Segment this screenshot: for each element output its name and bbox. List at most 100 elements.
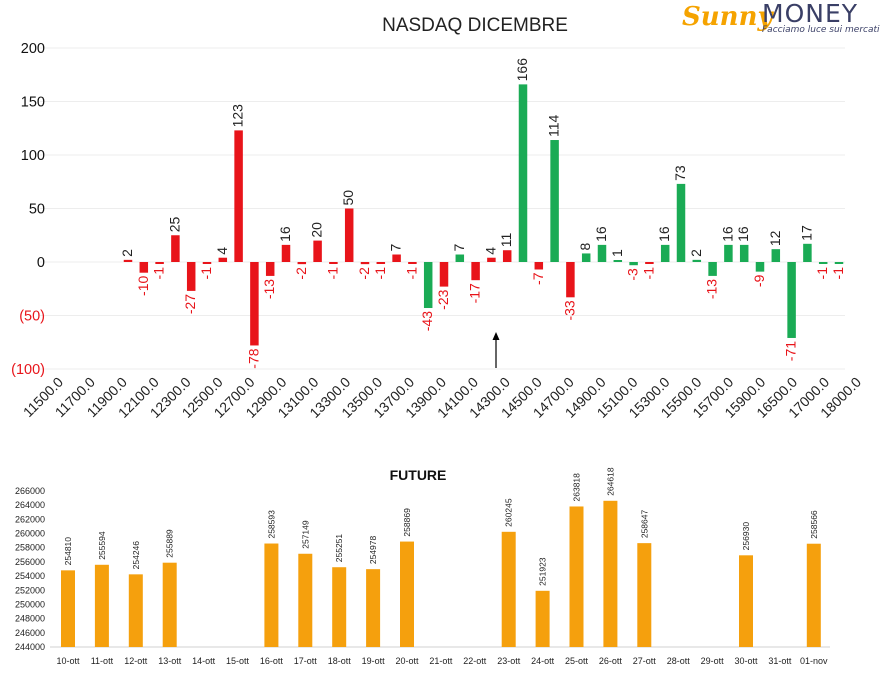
top-bar [439, 262, 449, 287]
top-bar [123, 259, 133, 262]
future-x-tick-label: 22-ott [463, 656, 487, 666]
top-bar-label: 1 [609, 249, 625, 257]
top-bar [455, 254, 465, 262]
future-bar-label: 256930 [741, 522, 751, 551]
top-bar-label: 16 [277, 226, 293, 242]
future-bar [94, 564, 109, 647]
future-x-tick-label: 21-ott [429, 656, 453, 666]
top-bar-label: -71 [783, 341, 799, 361]
top-bar [566, 262, 575, 298]
top-y-tick-label: 200 [21, 41, 45, 57]
top-bar [660, 244, 670, 262]
top-bar-label: -13 [704, 279, 720, 299]
future-bar-label: 254246 [131, 541, 141, 570]
top-bar [803, 243, 812, 262]
future-bar [366, 569, 381, 647]
top-bar-label: 16 [719, 226, 735, 242]
future-y-tick-label: 246000 [15, 628, 45, 638]
top-bar-label: -2 [356, 267, 372, 280]
top-y-tick-label: (50) [19, 309, 45, 325]
top-bar-label: 16 [735, 226, 751, 242]
top-bar [645, 262, 654, 264]
top-bar-label: 114 [546, 114, 562, 137]
future-y-tick-label: 248000 [15, 614, 45, 624]
future-bar-label: 255251 [334, 534, 344, 563]
future-x-tick-label: 23-ott [497, 656, 521, 666]
future-y-tick-label: 256000 [15, 557, 45, 567]
top-bar [834, 262, 844, 264]
top-bar-label: -43 [419, 311, 435, 331]
top-bar [155, 262, 164, 264]
top-bar-label: -17 [467, 283, 483, 303]
top-bar-label: 2 [688, 249, 704, 257]
future-bar [128, 574, 143, 647]
top-bar [692, 259, 702, 262]
top-bar [755, 262, 765, 272]
future-x-tick-label: 29-ott [701, 656, 725, 666]
annotation-arrow-head [492, 332, 500, 340]
future-bar [535, 590, 550, 647]
future-bar [501, 531, 516, 647]
future-bar-label: 258869 [402, 508, 412, 537]
top-bar [518, 84, 528, 262]
top-bar-label: -1 [372, 267, 388, 280]
future-y-tick-label: 264000 [15, 500, 45, 510]
top-bar-label: -1 [830, 267, 846, 280]
top-bar-label: 4 [214, 247, 230, 255]
top-y-tick-label: 100 [21, 148, 45, 164]
future-bar-label: 254978 [368, 536, 378, 565]
future-x-tick-label: 16-ott [260, 656, 284, 666]
future-x-tick-label: 10-ott [56, 656, 80, 666]
top-bar-label: 50 [340, 190, 356, 206]
future-x-tick-label: 28-ott [667, 656, 691, 666]
future-x-tick-label: 18-ott [328, 656, 352, 666]
future-y-tick-label: 266000 [15, 486, 45, 496]
top-bar [186, 262, 196, 291]
top-y-tick-label: 50 [29, 202, 45, 218]
sunnymoney-logo: Sunny MONEY Facciamo luce sui mercati [676, 0, 888, 40]
top-bar [724, 244, 733, 262]
future-y-tick-label: 252000 [15, 585, 45, 595]
top-bar-label: -7 [530, 272, 546, 285]
future-x-tick-label: 20-ott [395, 656, 419, 666]
top-bar [392, 254, 401, 262]
future-bar [264, 543, 279, 647]
top-bar [550, 140, 559, 262]
top-bar [281, 244, 291, 262]
top-bar [613, 260, 623, 262]
future-x-tick-label: 26-ott [599, 656, 623, 666]
top-bar [329, 262, 338, 264]
top-bar-label: 8 [577, 242, 593, 250]
top-bar [597, 244, 607, 262]
future-y-tick-label: 260000 [15, 529, 45, 539]
future-x-tick-label: 27-ott [633, 656, 657, 666]
top-bar [423, 262, 433, 309]
future-bar-label: 258566 [809, 510, 819, 539]
future-y-tick-label: 258000 [15, 543, 45, 553]
future-x-tick-label: 17-ott [294, 656, 318, 666]
top-bar-label: -2 [293, 267, 309, 280]
future-bar-label: 260245 [504, 498, 514, 527]
future-chart-title: FUTURE [390, 467, 447, 483]
top-bar-label: 123 [230, 104, 246, 128]
future-bar [332, 567, 347, 647]
top-bar-label: -1 [151, 267, 167, 280]
future-y-tick-label: 254000 [15, 571, 45, 581]
future-bar-label: 258647 [639, 510, 649, 539]
top-bar-label: -1 [640, 267, 656, 280]
top-bar-label: -1 [324, 267, 340, 280]
top-bar-label: 12 [767, 230, 783, 246]
future-bar [637, 543, 652, 647]
top-bar-label: -1 [198, 267, 214, 280]
top-bar [487, 257, 496, 262]
future-y-tick-label: 250000 [15, 599, 45, 609]
top-bar-label: 16 [656, 226, 672, 242]
top-bar [534, 262, 544, 270]
top-bar-label: 2 [119, 249, 135, 257]
future-bar [806, 543, 821, 647]
top-bar [313, 240, 322, 262]
future-x-tick-label: 11-ott [91, 656, 114, 666]
future-bar-label: 254810 [63, 537, 73, 566]
top-bar-label: -10 [135, 275, 151, 295]
top-bar [739, 244, 749, 262]
